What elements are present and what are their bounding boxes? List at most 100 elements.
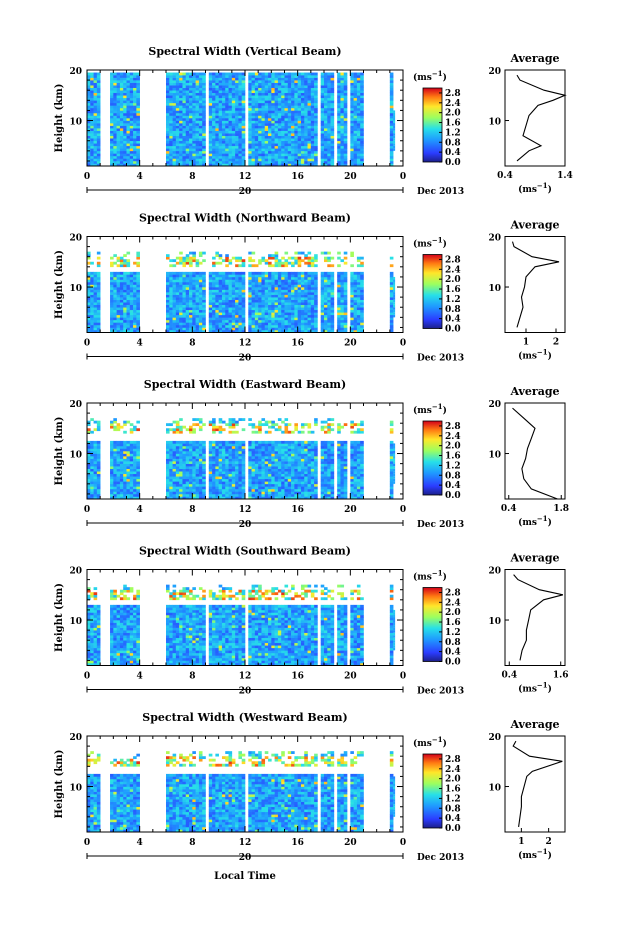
heatmap-cell bbox=[202, 317, 206, 321]
heatmap-cell bbox=[110, 468, 114, 472]
heatmap-cell bbox=[277, 317, 282, 321]
heatmap-cell bbox=[300, 100, 305, 104]
heatmap-cell bbox=[133, 478, 137, 482]
heatmap-cell bbox=[133, 461, 137, 464]
heatmap-cell bbox=[218, 107, 223, 111]
heatmap-cell bbox=[241, 297, 246, 300]
heatmap-cell bbox=[320, 281, 325, 285]
heatmap-cell bbox=[136, 271, 140, 275]
heatmap-cell bbox=[238, 309, 243, 313]
heatmap-cell bbox=[175, 289, 180, 293]
heatmap-cell bbox=[172, 145, 177, 149]
heatmap-cell bbox=[113, 100, 117, 104]
heatmap-cell bbox=[119, 287, 124, 290]
heatmap-cell bbox=[350, 115, 354, 119]
heatmap-cell bbox=[116, 453, 121, 457]
heatmap-cell bbox=[251, 133, 256, 136]
heatmap-cell bbox=[281, 97, 285, 101]
heatmap-cell bbox=[353, 307, 358, 311]
heatmap-cell bbox=[189, 155, 193, 159]
heatmap-cell bbox=[248, 317, 252, 321]
heatmap-cell bbox=[281, 107, 285, 111]
heatmap-cell bbox=[284, 135, 289, 139]
heatmap-cell bbox=[231, 75, 236, 78]
heatmap-cell bbox=[202, 327, 206, 331]
heatmap-cell bbox=[254, 90, 259, 94]
y-tick-label: 10 bbox=[69, 284, 82, 294]
heatmap-cell bbox=[389, 304, 394, 308]
heatmap-cell bbox=[254, 82, 259, 86]
heatmap-cell bbox=[360, 317, 364, 321]
heatmap-cell bbox=[343, 140, 348, 144]
heatmap-cell bbox=[277, 133, 282, 136]
heatmap-cell bbox=[300, 299, 305, 303]
heatmap-cell bbox=[356, 118, 361, 121]
heatmap-cell bbox=[87, 92, 91, 96]
heatmap-cell bbox=[291, 327, 295, 331]
heatmap-cell bbox=[238, 150, 243, 154]
heatmap-cell bbox=[238, 292, 243, 295]
heatmap-cell bbox=[261, 276, 266, 280]
heatmap-cell bbox=[330, 319, 335, 323]
heatmap-cell bbox=[360, 85, 364, 88]
heatmap-cell bbox=[350, 112, 354, 116]
heatmap-cell bbox=[87, 488, 91, 492]
heatmap-cell bbox=[261, 297, 266, 300]
heatmap-cell bbox=[330, 100, 335, 104]
heatmap-cell bbox=[221, 314, 226, 318]
heatmap-cell bbox=[225, 110, 229, 114]
heatmap-cell bbox=[314, 319, 318, 323]
heatmap-cell bbox=[172, 284, 177, 288]
heatmap-cell bbox=[87, 294, 91, 298]
heatmap-cell bbox=[337, 107, 341, 111]
heatmap-cell bbox=[192, 125, 196, 129]
heatmap-cell bbox=[310, 274, 315, 278]
heatmap-cell bbox=[297, 115, 302, 119]
heatmap-cell bbox=[166, 77, 170, 81]
heatmap-cell bbox=[291, 307, 295, 311]
heatmap-cell bbox=[350, 102, 354, 106]
heatmap-cell bbox=[182, 128, 187, 131]
heatmap-cell bbox=[284, 322, 289, 326]
heatmap-cell bbox=[241, 82, 246, 86]
heatmap-cell bbox=[110, 82, 114, 86]
heatmap-cell bbox=[277, 128, 282, 131]
heatmap-cell bbox=[215, 317, 219, 321]
heatmap-cell bbox=[215, 118, 219, 121]
heatmap-cell bbox=[195, 307, 200, 311]
average-y-tick-label: 20 bbox=[488, 67, 501, 77]
heatmap-cell bbox=[126, 77, 131, 81]
heatmap-cell bbox=[119, 314, 124, 318]
heatmap-cell bbox=[119, 304, 124, 308]
heatmap-cell bbox=[320, 105, 325, 109]
heatmap-cell bbox=[320, 72, 325, 76]
heatmap-cell bbox=[133, 87, 137, 91]
heatmap-cell bbox=[238, 110, 243, 114]
heatmap-cell bbox=[133, 488, 137, 492]
heatmap-cell bbox=[195, 92, 200, 96]
heatmap-cell bbox=[221, 163, 226, 167]
heatmap-cell bbox=[129, 314, 134, 318]
heatmap-cell bbox=[268, 95, 272, 99]
heatmap-cell bbox=[126, 259, 131, 263]
heatmap-cell bbox=[215, 115, 219, 119]
heatmap-cell bbox=[304, 112, 308, 116]
heatmap-cell bbox=[297, 135, 302, 139]
heatmap-cell bbox=[169, 155, 173, 159]
heatmap-cell bbox=[356, 105, 361, 109]
heatmap-cell bbox=[254, 322, 259, 326]
heatmap-cell bbox=[208, 271, 213, 275]
heatmap-cell bbox=[192, 72, 196, 76]
heatmap-cell bbox=[90, 138, 94, 142]
heatmap-cell bbox=[294, 259, 298, 263]
heatmap-cell bbox=[169, 82, 173, 86]
heatmap-cell bbox=[136, 312, 140, 316]
heatmap-cell bbox=[225, 118, 229, 121]
heatmap-cell bbox=[129, 488, 134, 492]
heatmap-cell bbox=[96, 140, 101, 144]
heatmap-cell bbox=[221, 317, 226, 321]
heatmap-cell bbox=[248, 271, 252, 275]
heatmap-cell bbox=[287, 261, 292, 265]
heatmap-cell bbox=[169, 153, 173, 157]
heatmap-cell bbox=[212, 80, 216, 83]
